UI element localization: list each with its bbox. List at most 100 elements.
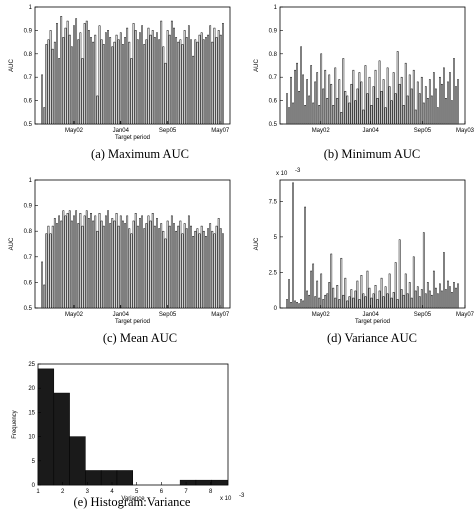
bar xyxy=(181,44,184,125)
bar xyxy=(194,230,197,309)
x-tick-label: May03 xyxy=(456,128,474,134)
bar xyxy=(130,58,133,125)
chart-b: May02 Jan04 Sep05 May03 0.5 0.6 0.7 0.8 0.9 1 AUC (… xyxy=(254,5,474,161)
bar xyxy=(376,98,379,125)
y-tick-label: 0.7 xyxy=(24,75,33,81)
bar xyxy=(358,72,361,125)
y-tick-label: 1 xyxy=(274,5,278,11)
bar xyxy=(392,292,395,309)
bar xyxy=(104,215,107,309)
bar xyxy=(75,210,78,309)
bar xyxy=(100,220,103,309)
bar xyxy=(312,102,315,125)
bar xyxy=(346,300,349,309)
bar xyxy=(58,58,60,125)
bar xyxy=(314,81,317,125)
bar xyxy=(222,233,224,309)
bar xyxy=(145,39,148,125)
x-tick-label: 3 xyxy=(86,489,90,495)
bar xyxy=(117,225,120,309)
bar xyxy=(79,32,82,125)
bar xyxy=(384,286,387,309)
bar xyxy=(215,225,218,309)
bar xyxy=(430,95,433,125)
bar xyxy=(402,105,405,125)
y-tick-label: 0.7 xyxy=(24,255,33,261)
histogram-bar xyxy=(69,436,86,486)
bar xyxy=(354,290,357,309)
bar xyxy=(128,41,131,125)
chart-caption: (b) Minimum AUC xyxy=(324,147,421,161)
bar xyxy=(428,290,431,309)
y-tick-label: 20 xyxy=(28,386,35,392)
bar xyxy=(380,277,383,309)
bar xyxy=(51,48,54,125)
bar xyxy=(213,27,216,125)
bar xyxy=(382,79,385,125)
bar xyxy=(416,286,419,309)
bar xyxy=(149,34,152,125)
bar xyxy=(318,105,321,125)
bar xyxy=(366,93,369,125)
y-tick-label: 0.9 xyxy=(269,28,278,34)
bar xyxy=(322,88,325,125)
bar xyxy=(334,67,337,125)
bar xyxy=(196,228,199,309)
bar xyxy=(192,55,195,125)
bar xyxy=(422,232,425,309)
bar xyxy=(56,223,58,309)
bar xyxy=(77,39,80,125)
bar xyxy=(158,228,161,309)
bar xyxy=(122,44,124,125)
bar xyxy=(164,62,167,125)
x-tick-label: Sep05 xyxy=(159,312,177,318)
bar xyxy=(107,210,109,309)
bar xyxy=(356,280,359,309)
chart-caption: (d) Variance AUC xyxy=(327,331,417,345)
bar xyxy=(111,218,114,309)
bar xyxy=(434,88,437,125)
y-tick-label: 0.8 xyxy=(24,229,33,235)
bar xyxy=(396,299,399,309)
bar xyxy=(340,257,343,309)
bar xyxy=(286,299,288,309)
bar xyxy=(336,98,339,125)
chart-caption: (e) Histogram:Variance xyxy=(74,495,191,509)
bar xyxy=(85,20,88,125)
bar xyxy=(183,223,186,309)
bar xyxy=(136,39,139,125)
bar xyxy=(119,215,122,309)
bar xyxy=(87,30,90,125)
bar xyxy=(292,182,294,309)
bar xyxy=(376,299,379,309)
bar xyxy=(334,297,337,309)
x-axis-label: Variance xyxy=(121,496,145,502)
bar xyxy=(434,287,437,309)
x-tick-label: Jan04 xyxy=(362,128,379,134)
bar xyxy=(77,223,80,309)
histogram-bar xyxy=(37,368,55,486)
bar xyxy=(115,213,118,309)
bar xyxy=(308,95,311,125)
bar xyxy=(132,23,135,125)
bar xyxy=(412,256,415,309)
y-axis-label: AUC xyxy=(254,59,260,72)
bar xyxy=(64,27,67,125)
bar xyxy=(455,86,457,125)
y-tick-label: 0.6 xyxy=(24,280,33,286)
x-tick-label: May02 xyxy=(312,312,331,318)
bar xyxy=(166,220,169,309)
bar xyxy=(394,262,397,309)
bar xyxy=(418,296,421,309)
bar xyxy=(402,294,405,309)
bar xyxy=(51,225,54,309)
chart-a: May02 Jan04 Sep05 May07 0.5 0.6 0.7 0.8 0.9 1 AUC T… xyxy=(9,5,231,161)
bar xyxy=(394,93,397,125)
bar xyxy=(410,88,413,125)
x-tick-label: May07 xyxy=(456,312,474,318)
bar xyxy=(364,296,367,309)
bar xyxy=(45,44,48,125)
bar xyxy=(396,51,399,125)
bar xyxy=(348,296,351,309)
